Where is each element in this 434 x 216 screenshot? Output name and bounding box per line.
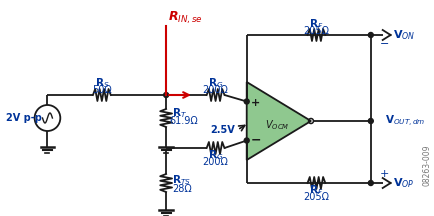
Circle shape [163,92,168,97]
Circle shape [368,119,372,124]
Text: R$_T$: R$_T$ [172,106,187,120]
Circle shape [243,138,249,143]
Circle shape [243,99,249,104]
Circle shape [368,181,372,186]
Text: V$_{OCM}$: V$_{OCM}$ [264,118,289,132]
Text: R$_{IN, se}$: R$_{IN, se}$ [168,10,203,26]
Text: +: + [379,169,388,179]
Text: 200Ω: 200Ω [202,85,228,95]
Text: −: − [250,133,260,146]
Text: 2.5V: 2.5V [210,125,235,135]
Text: R$_F$: R$_F$ [309,183,323,197]
Text: +: + [250,97,260,108]
Text: 50Ω: 50Ω [92,85,112,95]
Circle shape [368,32,372,38]
Text: 200Ω: 200Ω [202,157,228,167]
Text: 08263-009: 08263-009 [422,144,431,186]
Polygon shape [246,82,310,160]
Text: V$_{ON}$: V$_{ON}$ [391,28,414,42]
Text: V$_{OUT, dm}$: V$_{OUT, dm}$ [384,113,424,129]
Text: R$_{TS}$: R$_{TS}$ [172,173,191,187]
Text: V$_{OP}$: V$_{OP}$ [391,176,413,190]
Text: R$_G$: R$_G$ [207,76,223,90]
Text: −: − [379,39,388,49]
Text: 28Ω: 28Ω [172,184,191,194]
Text: 61.9Ω: 61.9Ω [169,116,198,126]
Text: R$_S$: R$_S$ [95,76,109,90]
Text: 2V p-p: 2V p-p [6,113,42,123]
Text: R$_G$: R$_G$ [207,148,223,162]
Text: R$_F$: R$_F$ [309,17,323,31]
Text: 205Ω: 205Ω [303,26,329,36]
Text: 205Ω: 205Ω [303,192,329,202]
